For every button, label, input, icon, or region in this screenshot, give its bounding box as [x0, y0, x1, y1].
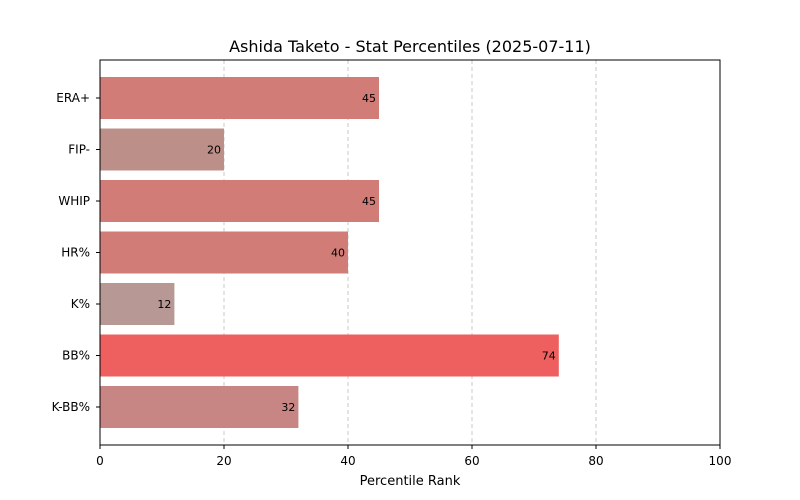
y-tick-label: K-BB%	[52, 400, 90, 414]
x-tick-label: 20	[216, 454, 231, 468]
y-tick-label: K%	[71, 297, 90, 311]
bars: 45 20 45 40 12 74 32	[100, 77, 559, 428]
x-tick-label: 100	[709, 454, 732, 468]
data-label: 20	[207, 144, 221, 157]
y-tick-label: FIP-	[68, 143, 90, 157]
y-tick-label: WHIP	[58, 194, 90, 208]
x-tick-labels: 0 20 40 60 80 100	[96, 445, 731, 468]
plot-frame	[99, 59, 721, 446]
y-tick-label: BB%	[62, 349, 90, 363]
y-tick-labels: ERA+ FIP- WHIP HR% K% BB% K-BB%	[52, 91, 100, 414]
x-axis-label: Percentile Rank	[360, 474, 461, 489]
data-label: 40	[331, 247, 345, 260]
x-tick-label: 40	[340, 454, 355, 468]
bar-bb-	[100, 334, 559, 377]
bar-whip	[100, 180, 379, 222]
y-tick-label: ERA+	[56, 91, 90, 105]
bar-k-bb-	[100, 386, 299, 428]
data-label: 45	[362, 195, 376, 208]
x-tick-label: 60	[464, 454, 479, 468]
chart-title: Ashida Taketo - Stat Percentiles (2025-0…	[229, 37, 591, 56]
data-label: 12	[157, 298, 171, 311]
data-label: 74	[542, 350, 556, 363]
data-label: 45	[362, 92, 376, 105]
y-tick-label: HR%	[61, 246, 90, 260]
bar-k-	[100, 283, 175, 325]
x-tick-label: 0	[96, 454, 104, 468]
bar-fip-	[100, 128, 224, 171]
bar-hr-	[100, 231, 348, 274]
bar-era-	[100, 77, 379, 119]
data-label: 32	[281, 401, 295, 414]
x-tick-label: 80	[588, 454, 603, 468]
